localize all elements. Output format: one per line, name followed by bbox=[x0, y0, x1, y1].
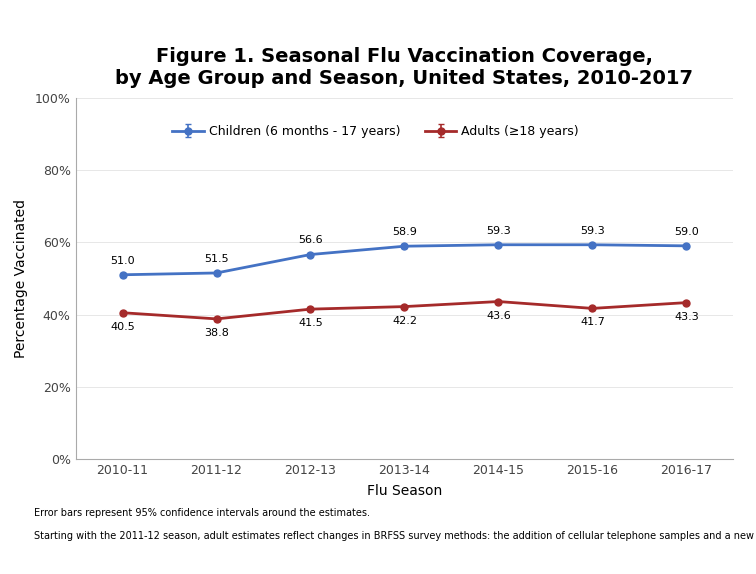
Text: 56.6: 56.6 bbox=[298, 235, 323, 246]
Text: 40.5: 40.5 bbox=[110, 322, 135, 332]
Y-axis label: Percentage Vaccinated: Percentage Vaccinated bbox=[14, 199, 28, 358]
Text: 58.9: 58.9 bbox=[392, 227, 417, 237]
Text: 38.8: 38.8 bbox=[204, 328, 229, 338]
Legend: Children (6 months - 17 years), Adults (≥18 years): Children (6 months - 17 years), Adults (… bbox=[167, 120, 584, 143]
Text: 41.5: 41.5 bbox=[298, 318, 323, 328]
Text: 43.6: 43.6 bbox=[486, 311, 511, 320]
Text: 59.3: 59.3 bbox=[486, 226, 511, 236]
Text: 59.3: 59.3 bbox=[580, 226, 605, 236]
Text: Error bars represent 95% confidence intervals around the estimates.: Error bars represent 95% confidence inte… bbox=[34, 508, 370, 518]
Text: 42.2: 42.2 bbox=[392, 316, 417, 325]
Text: 59.0: 59.0 bbox=[674, 227, 699, 237]
X-axis label: Flu Season: Flu Season bbox=[367, 484, 442, 498]
Text: 51.0: 51.0 bbox=[110, 256, 135, 266]
Text: Starting with the 2011-12 season, adult estimates reflect changes in BRFSS surve: Starting with the 2011-12 season, adult … bbox=[34, 531, 756, 541]
Title: Figure 1. Seasonal Flu Vaccination Coverage,
by Age Group and Season, United Sta: Figure 1. Seasonal Flu Vaccination Cover… bbox=[116, 46, 693, 88]
Text: 41.7: 41.7 bbox=[580, 317, 605, 327]
Text: 51.5: 51.5 bbox=[204, 254, 229, 264]
Text: 43.3: 43.3 bbox=[674, 312, 699, 321]
